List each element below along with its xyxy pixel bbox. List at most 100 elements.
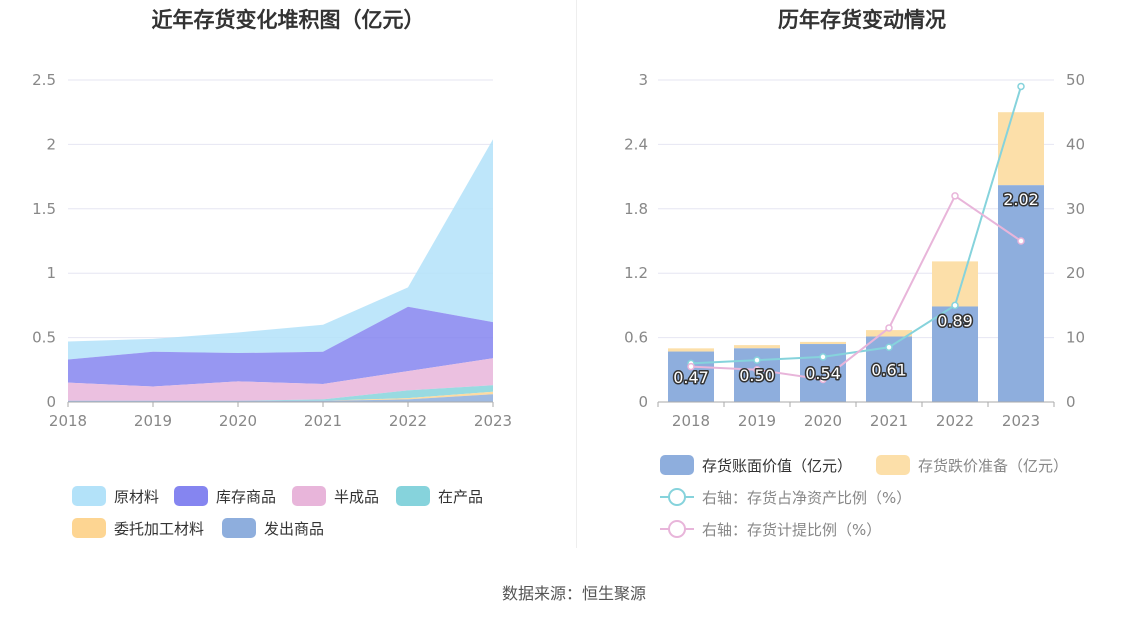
line-point (753, 366, 761, 374)
bar-impairment (668, 348, 714, 352)
bar-value-label: 2.02 (1003, 190, 1039, 209)
area-series (68, 306, 493, 387)
legend-item-impairment[interactable]: 存货跌价准备（亿元） (876, 454, 1068, 476)
y-tick-label: 0 (638, 393, 648, 411)
legend-label-semi-finished: 半成品 (334, 487, 380, 506)
x-tick-label: 2019 (738, 412, 776, 430)
line-point (819, 353, 827, 361)
bar-impairment (800, 341, 846, 345)
x-tick-label: 2018 (672, 412, 710, 430)
legend-label-provision-ratio: 右轴：存货计提比例（%） (702, 520, 882, 539)
bar-book-value (998, 185, 1044, 402)
data-source-note: 数据来源：恒生聚源 (501, 584, 646, 603)
stacked-area-chart: 0 0.5 1 1.5 2 2.5 2018 2019 2020 2021 2022 2023 (32, 71, 512, 430)
legend-label-net-asset-ratio: 右轴：存货占净资产比例（%） (702, 488, 912, 507)
bar-book-value (932, 306, 978, 402)
x-tick-label: 2020 (219, 412, 257, 430)
legend-swatch-finished-goods (174, 486, 208, 506)
legend-label-raw-material: 原材料 (114, 487, 160, 506)
y-tick-label: 3 (638, 71, 648, 89)
y-tick-label: 0 (46, 393, 56, 411)
y-tick-label: 0.5 (32, 329, 56, 347)
y2-tick-label: 10 (1066, 329, 1085, 347)
legend-swatch-goods-shipped (222, 518, 256, 538)
legend-swatch-consigned-material (72, 518, 106, 538)
y2-tick-label: 50 (1066, 71, 1085, 89)
left-chart-title: 近年存货变化堆积图（亿元） (151, 8, 425, 32)
legend-item-raw-material[interactable]: 原材料 (72, 485, 159, 507)
y2-tick-label: 0 (1066, 393, 1076, 411)
line-point (951, 192, 959, 200)
y-tick-label: 2.4 (624, 135, 648, 153)
x-tick-label: 2021 (304, 412, 342, 430)
legend-label-finished-goods: 库存商品 (216, 487, 277, 506)
x-tick-label: 2019 (134, 412, 172, 430)
bar-impairment (866, 330, 912, 337)
y-tick-label: 1.5 (32, 200, 56, 218)
line-point (1017, 82, 1025, 91)
bar-value-label: 0.50 (739, 366, 775, 385)
x-tick-label: 2022 (936, 412, 974, 430)
legend-item-net-asset-ratio[interactable]: 右轴：存货占净资产比例（%） (660, 486, 911, 508)
bar-impairment (998, 112, 1044, 186)
line-point (819, 375, 827, 384)
bar-value-label: 0.61 (871, 360, 907, 379)
y-tick-label: 1.8 (624, 200, 648, 218)
legend-swatch-semi-finished (292, 486, 326, 506)
y-tick-label: 2.5 (32, 71, 56, 89)
legend-swatch-provision-ratio (660, 519, 694, 539)
x-tick-label: 2022 (389, 412, 427, 430)
legend-swatch-net-asset-ratio (660, 487, 694, 507)
y-tick-label: 2 (46, 135, 56, 153)
right-chart-title: 历年存货变动情况 (778, 8, 946, 32)
area-series (68, 139, 493, 360)
legend-item-semi-finished[interactable]: 半成品 (292, 485, 379, 507)
panel-divider (576, 0, 577, 548)
x-tick-label: 2020 (804, 412, 842, 430)
y-tick-label: 1 (46, 264, 56, 282)
line-series (690, 86, 1022, 365)
y2-tick-label: 40 (1066, 135, 1085, 153)
legend-label-wip: 在产品 (438, 487, 484, 506)
legend-label-goods-shipped: 发出商品 (264, 519, 325, 538)
area-series (68, 385, 493, 401)
area-series (68, 358, 493, 401)
legend-item-provision-ratio[interactable]: 右轴：存货计提比例（%） (660, 518, 881, 540)
stacked-area-panel: 近年存货变化堆积图（亿元） 0 0.5 1 1.5 2 2.5 2018 2019 2020 20… (0, 0, 576, 560)
x-tick-label: 2021 (870, 412, 908, 430)
legend-label-book-value: 存货账面价值（亿元） (702, 456, 853, 475)
line-point (885, 324, 893, 332)
right-legend: 存货账面价值（亿元） 存货跌价准备（亿元） 右轴：存货占净资产比例（%） 右轴：… (576, 0, 1148, 560)
x-tick-label: 2023 (1002, 412, 1040, 430)
line-point (1017, 237, 1025, 245)
area-series (68, 394, 493, 402)
inventory-change-panel: 历年存货变动情况 0 0.6 1.2 1.8 2.4 3 0 10 20 30 40 50 2018 20… (576, 0, 1148, 560)
left-legend: 原材料 库存商品 半成品 在产品 委托加工材料 发出商品 (0, 0, 576, 560)
line-point (687, 362, 695, 371)
legend-item-book-value[interactable]: 存货账面价值（亿元） (660, 454, 852, 476)
legend-label-impairment: 存货跌价准备（亿元） (918, 456, 1069, 475)
y-tick-label: 0.6 (624, 329, 648, 347)
line-point (885, 343, 893, 352)
bar-value-label: 0.47 (673, 368, 709, 387)
legend-swatch-book-value (660, 455, 694, 475)
bar-impairment (734, 345, 780, 349)
y-tick-label: 1.2 (624, 264, 648, 282)
line-point (951, 301, 959, 310)
bar-value-label: 0.54 (805, 364, 841, 383)
line-point (753, 356, 761, 364)
line-series (690, 194, 1022, 381)
bar-impairment (932, 261, 978, 307)
x-tick-label: 2018 (49, 412, 87, 430)
legend-swatch-raw-material (72, 486, 106, 506)
x-tick-label: 2023 (474, 412, 512, 430)
legend-label-consigned-material: 委托加工材料 (114, 519, 205, 538)
legend-swatch-impairment (876, 455, 910, 475)
legend-swatch-wip (396, 486, 430, 506)
legend-item-finished-goods[interactable]: 库存商品 (174, 485, 276, 507)
legend-item-consigned-material[interactable]: 委托加工材料 (72, 517, 204, 539)
legend-item-wip[interactable]: 在产品 (396, 485, 483, 507)
y2-tick-label: 20 (1066, 264, 1085, 282)
legend-item-goods-shipped[interactable]: 发出商品 (222, 517, 324, 539)
